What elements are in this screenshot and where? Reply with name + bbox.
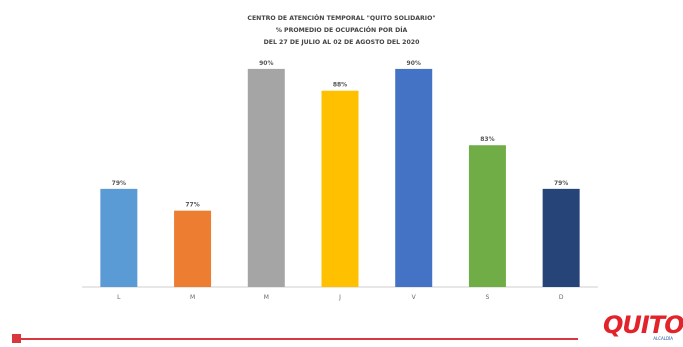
bar-0 (100, 188, 138, 287)
bar-1 (174, 210, 212, 287)
logo-subtext: ALCALDÍA (653, 336, 673, 341)
x-tick-label-3: J (338, 294, 341, 301)
bar-data-label-1: 77% (185, 202, 199, 209)
bar-5 (468, 145, 506, 287)
bar-2 (247, 68, 285, 288)
chart-title-line-2: % PROMEDIO DE OCUPACIÓN POR DÍA (275, 27, 408, 34)
x-tick-label-5: S (486, 294, 490, 301)
bar-6 (542, 188, 580, 287)
x-tick-label-0: L (117, 294, 121, 301)
x-tick-label-4: V (412, 294, 417, 301)
x-tick-label-1: M (190, 294, 195, 301)
chart-title-line-1: CENTRO DE ATENCIÓN TEMPORAL "QUITO SOLID… (247, 15, 436, 22)
x-tick-label-6: D (559, 294, 564, 301)
bar-data-label-3: 88% (333, 82, 347, 89)
bar-data-label-0: 79% (112, 180, 126, 187)
footer-line (18, 338, 578, 340)
bar-4 (395, 68, 433, 288)
bar-data-label-5: 83% (480, 136, 494, 143)
bar-data-label-6: 79% (554, 180, 568, 187)
x-tick-label-2: M (264, 294, 269, 301)
chart-title-line-3: DEL 27 DE JULIO AL 02 DE AGOSTO DEL 2020 (263, 39, 420, 46)
bar-data-label-4: 90% (407, 60, 421, 67)
quito-logo: QUITO ALCALDÍA (603, 311, 683, 342)
bar-data-label-2: 90% (259, 60, 273, 67)
chart-title: CENTRO DE ATENCIÓN TEMPORAL "QUITO SOLID… (0, 13, 683, 49)
footer-marker (12, 334, 21, 343)
bar-3 (321, 90, 359, 287)
logo-text: QUITO (603, 311, 683, 339)
